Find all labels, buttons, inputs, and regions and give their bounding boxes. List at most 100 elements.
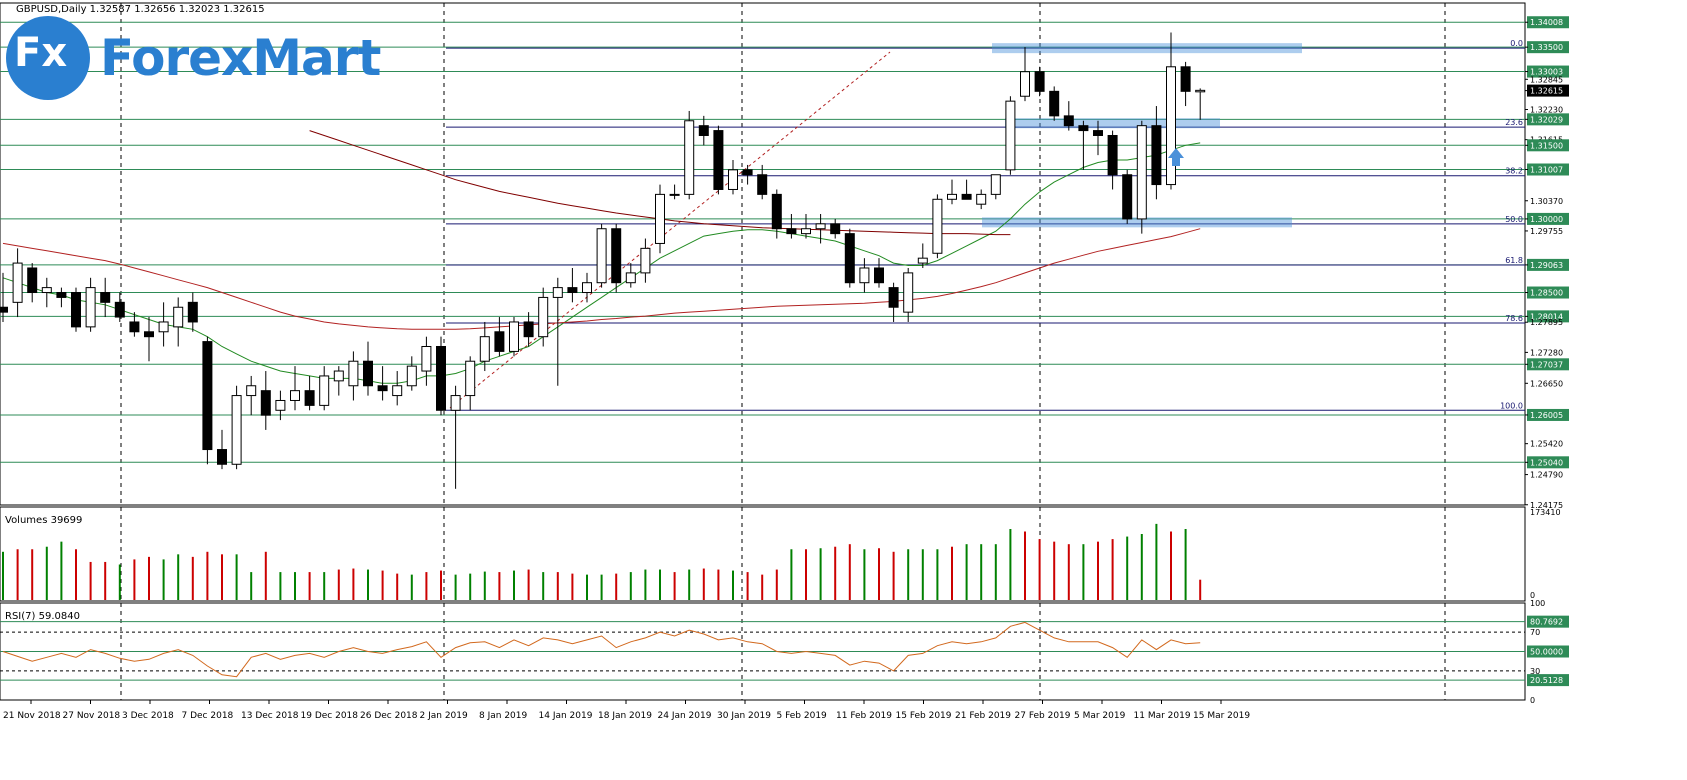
- rsi-tick-label: 0: [1530, 696, 1535, 705]
- volume-max-label: 173410: [1530, 508, 1561, 517]
- bear-candle: [757, 174, 768, 195]
- logo-mark: Fx: [14, 30, 68, 76]
- bull-candle: [12, 262, 23, 303]
- bear-candle: [260, 390, 271, 416]
- bull-candle: [1020, 71, 1030, 97]
- bull-candle: [917, 257, 928, 264]
- price-tick-label: 1.31500: [1530, 141, 1563, 150]
- bull-candle: [625, 272, 636, 284]
- price-tick-highlight: [1527, 286, 1569, 299]
- date-tick-label: 30 Jan 2019: [717, 711, 771, 721]
- rsi-tick-label: 80.7692: [1530, 618, 1563, 627]
- fib-level-label: 0.0: [1510, 39, 1523, 48]
- bull-candle: [815, 223, 826, 230]
- price-tick-label: 1.32029: [1530, 115, 1563, 124]
- price-tick-label: 1.27280: [1530, 348, 1563, 357]
- bear-candle: [1180, 66, 1191, 92]
- bull-candle: [465, 360, 476, 397]
- bear-candle: [771, 193, 782, 230]
- price-tick-label: 1.33500: [1530, 43, 1563, 52]
- bear-candle: [830, 223, 841, 235]
- rsi-tick-highlight: [1527, 674, 1569, 687]
- bull-candle: [450, 395, 461, 411]
- bull-candle: [173, 306, 184, 328]
- bear-candle: [698, 125, 709, 136]
- fib-level-label: 100.0: [1500, 401, 1523, 410]
- rsi-tick-highlight: [1527, 615, 1569, 628]
- bull-candle: [231, 395, 242, 465]
- date-tick-label: 19 Dec 2018: [301, 711, 359, 721]
- bull-candle: [728, 169, 738, 190]
- bear-candle: [217, 449, 227, 465]
- bull-candle: [684, 120, 695, 195]
- bear-candle: [129, 321, 140, 333]
- bull-candle: [655, 193, 665, 244]
- bull-candle: [801, 228, 811, 235]
- bear-candle: [1049, 90, 1060, 117]
- price-tick-label: 1.27037: [1530, 360, 1563, 369]
- bear-candle: [567, 287, 578, 294]
- bull-candle: [158, 321, 169, 333]
- bear-candle: [71, 292, 81, 328]
- bull-candle: [246, 385, 257, 397]
- bull-candle: [640, 247, 651, 274]
- price-tick-label: 1.32615: [1530, 87, 1563, 96]
- date-tick-label: 21 Nov 2018: [3, 711, 61, 721]
- ma-fast-line: [2, 142, 1201, 384]
- price-tick-label: 1.29063: [1530, 261, 1563, 270]
- bull-candle: [421, 345, 432, 372]
- price-tick-label: 1.32845: [1530, 75, 1563, 84]
- volume-header: Volumes 39699: [5, 515, 82, 526]
- price-tick-label: 1.34008: [1530, 18, 1563, 27]
- bull-candle: [990, 174, 1001, 195]
- bull-candle: [947, 193, 957, 200]
- price-tick-label: 1.30000: [1530, 215, 1563, 224]
- price-tick-highlight: [1527, 113, 1569, 126]
- bear-candle: [742, 169, 753, 176]
- bull-candle: [1005, 100, 1016, 171]
- price-tick-highlight: [1527, 163, 1569, 176]
- up-arrow-icon: [1168, 148, 1184, 166]
- bull-candle: [319, 375, 330, 406]
- bull-candle: [290, 390, 300, 401]
- price-tick-label: 1.27895: [1530, 318, 1563, 327]
- bear-candle: [436, 345, 446, 411]
- bull-candle: [1195, 89, 1206, 93]
- bull-candle: [333, 370, 344, 382]
- bear-candle: [1151, 125, 1162, 186]
- bear-candle: [56, 292, 67, 298]
- rsi-tick-label: 30: [1530, 667, 1540, 676]
- price-tick-label: 1.26650: [1530, 379, 1563, 388]
- price-tick-label: 1.33003: [1530, 68, 1563, 77]
- price-tick-label: 1.25040: [1530, 458, 1563, 467]
- date-tick-label: 21 Feb 2019: [955, 711, 1011, 721]
- bear-candle: [363, 360, 373, 387]
- bear-candle: [187, 301, 198, 323]
- rsi-tick-label: 100: [1530, 599, 1545, 608]
- price-tick-highlight: [1527, 358, 1569, 371]
- bear-candle: [100, 292, 111, 303]
- price-tick-highlight: [1527, 310, 1569, 323]
- bear-candle: [494, 331, 505, 352]
- highlight-zone: [992, 43, 1302, 54]
- bull-candle: [596, 228, 607, 284]
- price-tick-label: 1.31007: [1530, 165, 1563, 174]
- bull-candle: [903, 272, 914, 313]
- bull-candle: [509, 321, 519, 352]
- price-tick-label: 1.32230: [1530, 105, 1563, 114]
- date-tick-label: 15 Feb 2019: [896, 711, 952, 721]
- bull-candle: [85, 287, 96, 328]
- date-tick-label: 18 Jan 2019: [598, 711, 652, 721]
- rsi-tick-label: 50.0000: [1530, 648, 1563, 657]
- bear-candle: [1107, 134, 1118, 176]
- price-tick-label: 1.29755: [1530, 227, 1563, 236]
- price-tick-label: 1.26005: [1530, 411, 1563, 420]
- date-tick-label: 14 Jan 2019: [539, 711, 593, 721]
- date-tick-label: 11 Mar 2019: [1134, 711, 1191, 721]
- volume-min-label: 0: [1530, 591, 1535, 600]
- bull-candle: [479, 336, 490, 362]
- bull-candle: [538, 296, 549, 338]
- fib-level-label: 78.6: [1505, 314, 1523, 323]
- bear-candle: [874, 267, 884, 284]
